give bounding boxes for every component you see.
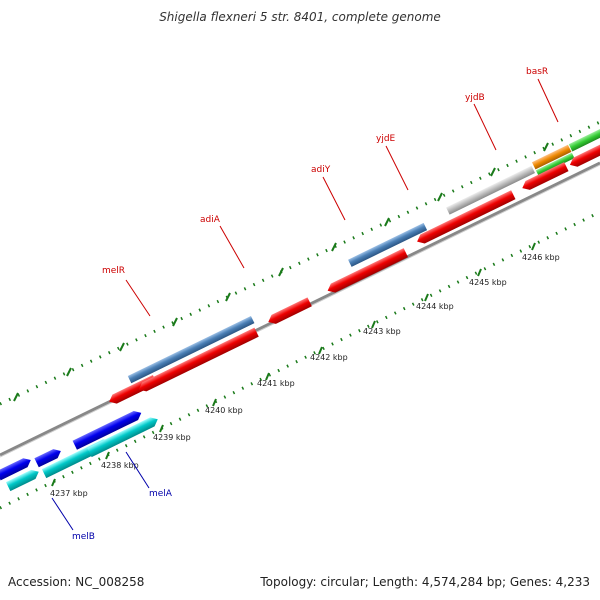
gene-label-adiY: adiY [311, 165, 331, 175]
gene-block-orange [531, 144, 572, 170]
leader-line-adiA [219, 225, 245, 269]
tick-label: 4242 kbp [310, 353, 348, 362]
gene-block-gray [446, 165, 535, 215]
gene-label-yjdE: yjdE [376, 134, 396, 144]
inner-major-ticks [51, 242, 536, 487]
tick-labels: 4237 kbp 4238 kbp 4239 kbp 4240 kbp 4241… [50, 253, 560, 498]
tick-label: 4246 kbp [522, 253, 560, 262]
accession-text: Accession: NC_008258 [8, 575, 145, 589]
tick-label: 4243 kbp [363, 327, 401, 336]
outer-major-ticks [13, 142, 549, 402]
tick-label: 4244 kbp [416, 302, 454, 311]
gene-labels: melR adiA adiY yjdE yjdB basR melA melB [72, 67, 548, 542]
gene-label-basR: basR [526, 67, 548, 77]
tick-label: 4241 kbp [257, 379, 295, 388]
gene-leader-lines [51, 78, 559, 531]
leader-line-yjdE [385, 145, 409, 191]
gene-block-steelblue [127, 315, 255, 384]
leader-line-melB [51, 497, 74, 531]
cds-arrow-forward [34, 449, 61, 468]
cds-arrow-reverse [417, 190, 516, 244]
gene-block-green [568, 126, 600, 152]
gene-label-melA: melA [149, 489, 173, 499]
upper-features [109, 126, 600, 404]
cds-arrow-forward [0, 458, 31, 481]
leader-line-melR [125, 279, 151, 317]
cds-arrow-reverse [138, 327, 259, 392]
leader-line-basR [537, 78, 559, 123]
gene-label-melR: melR [102, 266, 125, 276]
lower-features [0, 410, 158, 492]
inner-tick-ring [0, 210, 600, 510]
gene-block-steelblue [348, 222, 428, 267]
gene-label-adiA: adiA [200, 215, 221, 225]
cds-arrow-reverse [327, 248, 409, 293]
map-title: Shigella flexneri 5 str. 8401, complete … [159, 10, 441, 24]
leader-line-adiY [322, 176, 346, 221]
genome-summary-text: Topology: circular; Length: 4,574,284 bp… [260, 575, 590, 589]
tick-label: 4245 kbp [469, 278, 507, 287]
gene-label-yjdB: yjdB [465, 93, 485, 103]
tick-label: 4238 kbp [101, 461, 139, 470]
cds-arrow-forward [72, 410, 142, 450]
cds-arrow-forward [87, 417, 158, 458]
outer-tick-ring [0, 120, 600, 406]
tick-label: 4239 kbp [153, 433, 191, 442]
leader-line-melA [125, 451, 150, 489]
cds-arrow-reverse [268, 297, 312, 324]
tick-label: 4237 kbp [50, 489, 88, 498]
cds-arrow-reverse [569, 138, 600, 167]
gene-block-green [535, 152, 575, 176]
tick-label: 4240 kbp [205, 406, 243, 415]
gene-label-melB: melB [72, 532, 95, 542]
cds-arrow-forward [5, 469, 39, 492]
cds-arrow-reverse [522, 162, 569, 190]
leader-line-yjdB [473, 103, 497, 151]
